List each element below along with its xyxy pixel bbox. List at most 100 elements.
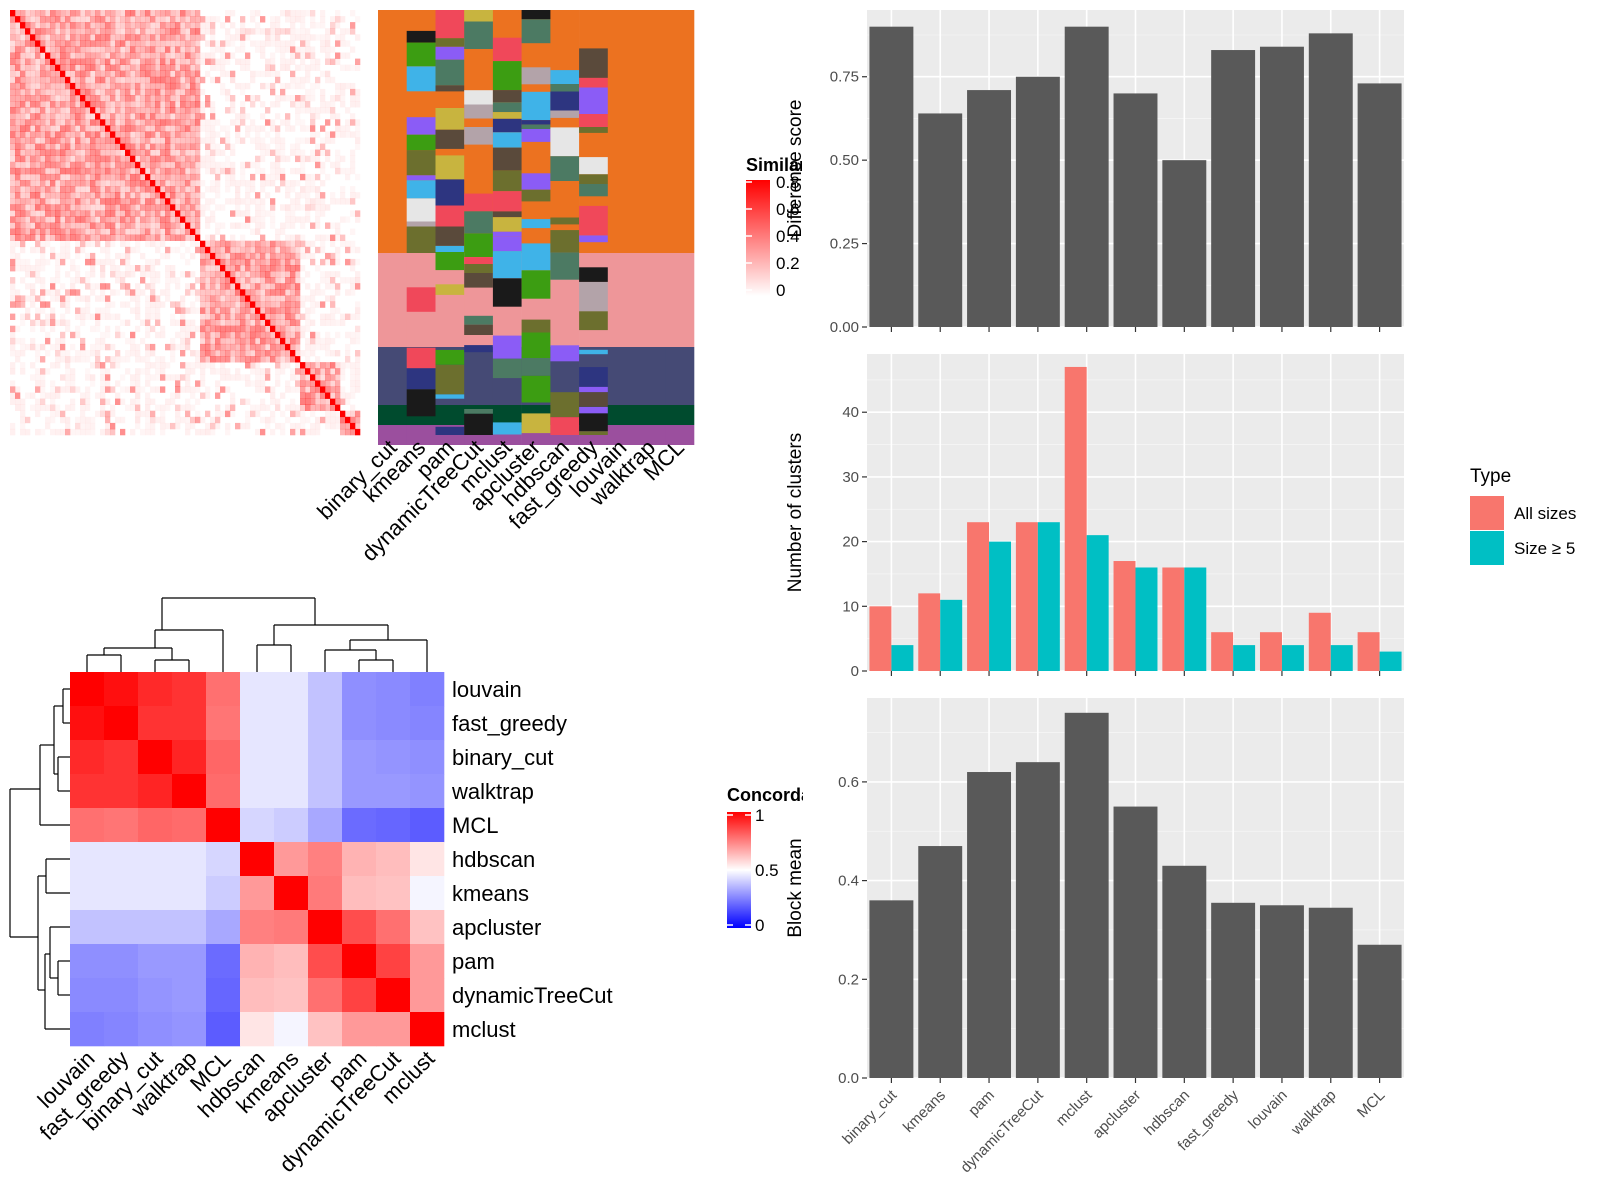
similarity-cell [10,46,16,53]
similarity-cell [210,350,216,357]
similarity-cell [315,343,321,351]
similarity-cell [125,234,131,241]
similarity-cell [10,246,16,254]
similarity-cell [320,149,326,156]
similarity-cell [185,95,191,102]
similarity-cell [120,240,126,248]
concordance-cell [70,706,105,741]
similarity-cell [165,131,171,138]
similarity-cell [80,186,86,193]
similarity-cell [15,95,21,102]
similarity-cell [175,149,181,156]
similarity-cell [170,161,176,169]
similarity-cell [55,16,61,23]
similarity-cell [340,88,346,96]
similarity-cell [115,58,121,65]
similarity-cell [160,34,166,41]
similarity-cell [290,76,296,84]
similarity-cell [50,204,56,211]
similarity-cell [230,101,236,108]
similarity-cell [260,28,266,35]
similarity-cell [135,410,141,418]
similarity-cell [275,343,281,351]
similarity-cell [135,404,141,411]
similarity-cell [175,222,181,229]
similarity-cell [180,22,186,29]
similarity-cell [55,64,61,71]
similarity-cell [220,319,226,326]
annotation-cell [406,379,436,390]
similarity-cell [35,16,41,23]
similarity-cell [185,192,191,199]
similarity-cell [80,337,86,345]
similarity-cell [265,240,271,248]
similarity-cell [245,362,251,369]
similarity-cell [70,222,76,229]
similarity-cell [195,428,201,436]
similarity-cell [220,70,226,78]
similarity-cell [80,204,86,211]
similarity-cell [130,289,136,296]
annotation-cell [492,191,522,212]
similarity-cell [65,125,71,132]
similarity-cell [50,88,56,96]
similarity-cell [220,265,226,272]
similarity-cell [280,265,286,272]
similarity-cell [355,34,361,41]
similarity-cell [40,95,46,102]
similarity-cell [190,271,196,278]
similarity-cell [105,149,111,156]
similarity-cell [195,228,201,235]
similarity-cell [55,428,61,436]
annotation-cell [521,358,551,376]
similarity-cell [295,283,301,290]
similarity-cell [330,422,336,430]
similarity-cell [15,28,21,35]
similarity-cell [60,301,66,308]
similarity-cell [170,107,176,114]
similarity-cell [350,119,356,126]
similarity-cell [310,198,316,205]
similarity-cell [100,283,106,290]
similarity-cell [125,137,131,144]
similarity-cell [170,222,176,229]
similarity-cell [105,192,111,199]
similarity-cell [140,271,146,278]
similarity-cell [220,289,226,296]
similarity-cell [355,210,361,217]
similarity-cell [235,131,241,138]
similarity-cell [95,125,101,132]
bar [1064,366,1087,671]
similarity-cell [190,422,196,430]
similarity-cell [285,82,291,90]
similarity-cell [80,228,86,235]
similarity-cell [160,210,166,217]
similarity-cell [70,16,76,23]
similarity-cell [90,428,96,436]
similarity-cell [190,186,196,193]
similarity-cell [75,331,81,339]
similarity-cell [165,40,171,47]
similarity-cell [35,210,41,217]
similarity-cell [245,125,251,132]
similarity-cell [135,422,141,430]
similarity-cell [85,283,91,290]
similarity-cell [135,283,141,290]
similarity-cell [120,320,125,326]
similarity-cell [50,283,56,290]
similarity-cell [90,422,96,430]
similarity-cell [95,186,101,193]
similarity-cell [70,58,76,65]
similarity-cell [160,173,166,181]
similarity-cell [90,131,96,138]
similarity-cell [65,180,71,187]
similarity-cell [260,125,266,132]
similarity-cell [195,46,201,53]
similarity-cell [180,107,186,114]
similarity-cell [140,228,146,235]
similarity-cell [345,410,351,418]
similarity-cell [150,70,156,78]
similarity-cell [155,234,161,241]
similarity-cell [285,380,291,387]
similarity-cell [315,356,321,363]
